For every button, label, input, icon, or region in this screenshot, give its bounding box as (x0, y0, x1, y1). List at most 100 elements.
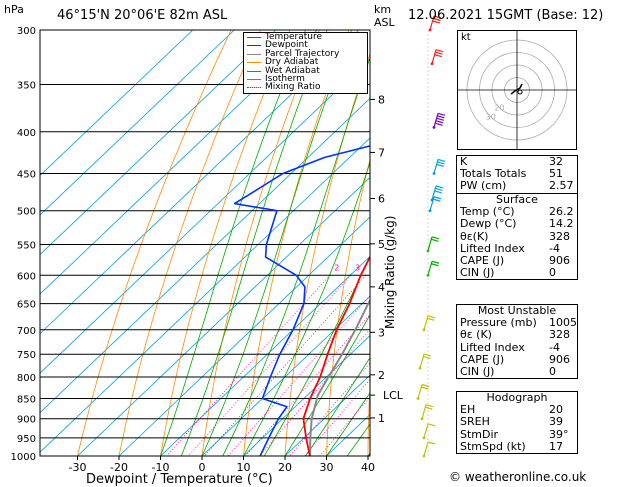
wind-barb-feather (437, 118, 444, 120)
wind-barb (423, 316, 435, 331)
legend-entry: Mixing Ratio (247, 83, 367, 92)
pressure-tick-label: 1000 (11, 452, 36, 463)
wind-barb-feather (424, 354, 431, 356)
legend-swatch (247, 54, 261, 55)
wind-barb-staff (428, 237, 432, 251)
x-tick-label: -30 (69, 461, 87, 474)
wind-barb (431, 186, 443, 201)
pressure-tick-label: 450 (17, 169, 36, 180)
datetime-label: 12.06.2021 15GMT (Base: 12) (408, 8, 603, 23)
x-tick-label: 30 (320, 461, 334, 474)
km-tick-label: 8 (378, 93, 385, 106)
wind-barb-feather (428, 442, 435, 444)
location-label: 46°15'N 20°06'E 82m ASL (57, 8, 227, 23)
wind-barb-feather (436, 121, 443, 123)
x-tick-label: 20 (278, 461, 292, 474)
legend-swatch (247, 71, 261, 72)
wind-barb-dot (433, 126, 436, 129)
km-tick-label: 7 (378, 146, 385, 159)
pressure-tick-label: 550 (17, 240, 36, 251)
dry-adiabat-line (78, 30, 232, 456)
pressure-tick-label: 500 (17, 207, 36, 218)
pressure-tick-label: 750 (17, 350, 36, 361)
stat-row: CIN (J)0 (457, 366, 577, 378)
stat-label: SREH (460, 416, 490, 428)
mixing-ratio-label: 2 (334, 264, 339, 273)
pressure-tick-label: 350 (17, 81, 36, 92)
pressure-tick-label: 650 (17, 300, 36, 311)
legend-swatch (247, 62, 261, 63)
wind-barb-dot (423, 455, 426, 458)
wind-barb-feather (432, 261, 439, 263)
stat-label: CIN (J) (460, 366, 494, 378)
wind-barb (427, 237, 439, 252)
pressure-tick-label: 300 (17, 26, 36, 37)
wind-barb-feather (431, 264, 438, 266)
stat-value: 0 (549, 267, 556, 279)
wind-barb-feather (435, 191, 442, 193)
wind-barb-feather (432, 237, 439, 239)
wind-barb-staff (434, 113, 438, 127)
stat-value: 328 (549, 231, 570, 243)
stat-row: θε(K)328 (457, 231, 577, 243)
wind-barb-feather (437, 116, 444, 118)
wind-barb-feather (425, 407, 432, 409)
wind-barb-feather (433, 199, 440, 201)
wind-barb (419, 354, 431, 369)
stat-row: θε (K)328 (457, 329, 577, 341)
stat-label: Lifted Index (460, 342, 525, 354)
stat-row: CIN (J)0 (457, 267, 577, 279)
stat-label: θε (K) (460, 329, 492, 341)
wind-barb-feather (435, 188, 442, 190)
stat-value: 39 (549, 416, 563, 428)
wind-barb-dot (433, 172, 436, 175)
wind-barb-feather (437, 164, 444, 166)
stat-label: PW (cm) (460, 180, 506, 192)
legend-swatch (247, 37, 261, 38)
x-axis-label: Dewpoint / Temperature (°C) (86, 472, 273, 487)
wind-barb-feather (428, 424, 435, 426)
wind-barb-feather (426, 405, 433, 407)
stat-row: Dewp (°C)14.2 (457, 218, 577, 230)
legend-swatch (247, 45, 261, 46)
storm-motion-marker (518, 90, 522, 94)
legend-label: Mixing Ratio (265, 82, 320, 92)
wind-barb (429, 197, 441, 212)
mixing-ratio-label: 8 (409, 264, 414, 273)
wind-barb-dot (421, 417, 424, 420)
wind-barb (421, 405, 433, 420)
mixing-ratio-line (205, 275, 366, 456)
wind-barb-feather (436, 123, 443, 125)
pressure-tick-label: 900 (17, 415, 36, 426)
wind-barb (417, 384, 429, 399)
legend-swatch (247, 79, 261, 80)
wind-barb-dot (431, 62, 434, 65)
wind-barb-dot (429, 29, 432, 32)
hodograph-ring-label: 30 (486, 112, 496, 121)
stat-row: StmDir 39° (457, 429, 577, 441)
wind-barb-staff (422, 405, 426, 419)
hodograph-unit: kt (461, 32, 471, 43)
wind-barb-dot (423, 436, 426, 439)
mixing-ratio-label: 3 (355, 264, 360, 273)
stat-label: StmDir (460, 429, 498, 441)
wind-barb-staff (434, 159, 438, 173)
wind-barb-feather (421, 387, 428, 389)
stat-value: 17 (549, 441, 563, 453)
stat-row: PW (cm)2.57 (457, 180, 577, 192)
stat-row: StmSpd (kt)17 (457, 441, 577, 453)
hodograph-ring-label: 20 (494, 104, 504, 113)
wind-barb-dot (419, 367, 422, 370)
pressure-tick-label: 800 (17, 373, 36, 384)
stat-value: 39° (549, 429, 569, 441)
isotherm-line (0, 30, 276, 456)
isotherm-line (0, 30, 442, 456)
km-unit: km (374, 3, 391, 16)
dry-adiabat-line (596, 30, 617, 456)
wind-barb-dot (429, 209, 432, 212)
lcl-label: LCL (383, 389, 404, 402)
stat-label: Dewp (°C) (460, 218, 516, 230)
wind-barb (433, 159, 445, 174)
dry-adiabat-line (119, 30, 261, 456)
